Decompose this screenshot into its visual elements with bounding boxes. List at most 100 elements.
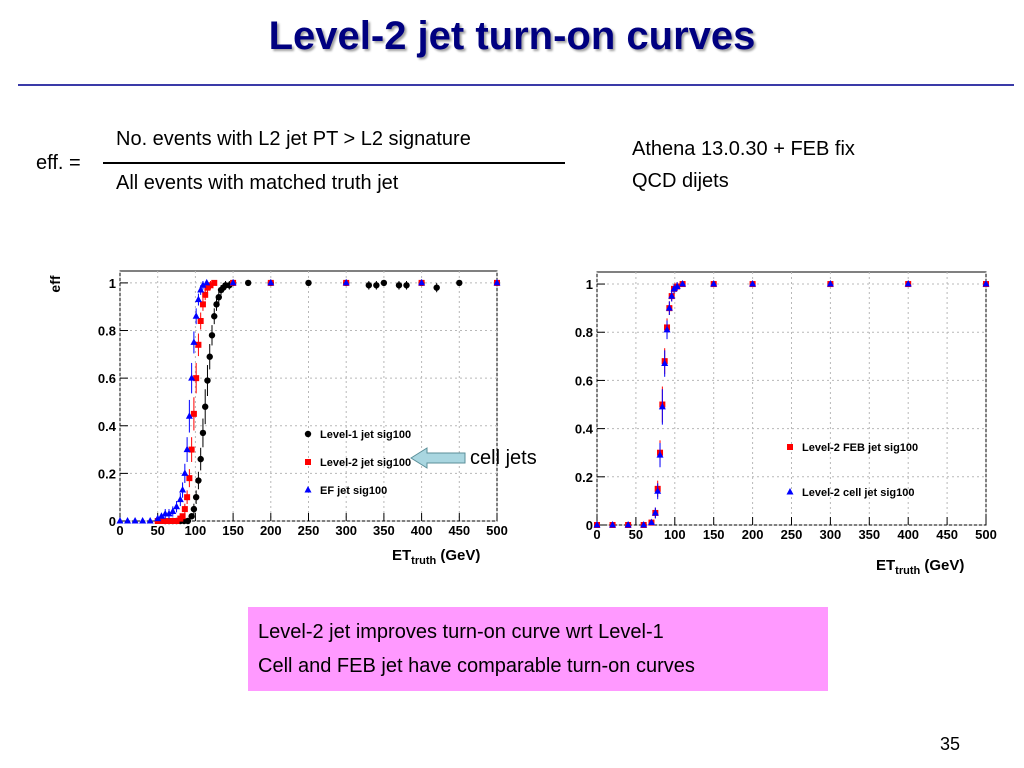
x-axis-label: ETtruth (GeV) bbox=[876, 557, 964, 577]
formula-numerator: No. events with L2 jet PT > L2 signature bbox=[116, 128, 471, 150]
data-point bbox=[179, 513, 186, 520]
legend-label: Level-2 jet sig100 bbox=[320, 457, 411, 469]
data-point bbox=[179, 486, 187, 493]
data-point bbox=[244, 279, 252, 287]
y-tick-label: 1 bbox=[586, 277, 593, 292]
data-point bbox=[640, 521, 648, 528]
data-point bbox=[213, 301, 220, 308]
data-point bbox=[197, 318, 204, 324]
y-tick-label: 0.6 bbox=[98, 371, 116, 386]
data-point bbox=[202, 403, 209, 410]
data-point bbox=[202, 291, 209, 298]
data-point bbox=[162, 518, 169, 524]
chart-1: 0 50 100 150 200 250 300 350 400 450 500 0 0.2 0.4 0.6… bbox=[47, 270, 508, 567]
legend-label: EF jet sig100 bbox=[320, 485, 387, 497]
x-tick-label: 0 bbox=[116, 523, 123, 538]
data-point bbox=[373, 282, 380, 289]
y-tick-label: 0.4 bbox=[575, 422, 594, 437]
y-tick-label: 0.8 bbox=[575, 325, 593, 340]
data-point bbox=[184, 494, 191, 501]
y-tick-label: 0.8 bbox=[98, 324, 116, 339]
legend-marker bbox=[786, 488, 794, 495]
data-point bbox=[139, 517, 147, 524]
data-point bbox=[593, 521, 601, 528]
data-point bbox=[982, 280, 990, 287]
data-point bbox=[204, 284, 211, 291]
legend-marker bbox=[305, 459, 311, 465]
data-point bbox=[433, 284, 440, 291]
y-tick-label: 0 bbox=[109, 514, 116, 529]
y-tick-label: 0 bbox=[586, 518, 593, 533]
data-point bbox=[190, 505, 198, 513]
data-point bbox=[188, 513, 195, 520]
data-point bbox=[131, 517, 139, 524]
y-axis-label: eff bbox=[47, 275, 63, 292]
data-point bbox=[670, 284, 678, 292]
data-point bbox=[651, 508, 659, 516]
data-point bbox=[267, 278, 275, 286]
data-point bbox=[826, 280, 834, 287]
data-point bbox=[195, 477, 202, 484]
x-tick-label: 500 bbox=[975, 527, 997, 542]
x-tick-label: 100 bbox=[185, 523, 207, 538]
data-point bbox=[194, 295, 202, 303]
sample-release: Athena 13.0.30 + FEB fix bbox=[632, 138, 855, 160]
data-point bbox=[181, 506, 188, 513]
formula-denominator: All events with matched truth jet bbox=[116, 172, 399, 194]
data-point bbox=[624, 521, 632, 528]
slide-title: Level-2 jet turn-on curves bbox=[268, 14, 756, 58]
x-tick-label: 400 bbox=[411, 523, 433, 538]
x-tick-label: 150 bbox=[703, 527, 725, 542]
data-point bbox=[207, 282, 214, 289]
data-point bbox=[904, 280, 912, 287]
data-point bbox=[206, 353, 213, 360]
data-point bbox=[661, 359, 669, 367]
data-point bbox=[165, 509, 173, 517]
callout-arrow bbox=[410, 447, 466, 469]
data-point bbox=[176, 495, 184, 503]
data-point bbox=[673, 282, 681, 289]
data-point bbox=[158, 518, 165, 524]
data-point bbox=[749, 280, 757, 287]
cell-jets-callout: cell jets bbox=[470, 447, 537, 469]
page-number: 35 bbox=[940, 734, 961, 754]
data-point bbox=[181, 469, 189, 476]
data-point bbox=[166, 518, 173, 524]
summary-line-1: Level-2 jet improves turn-on curve wrt L… bbox=[258, 621, 664, 643]
data-point bbox=[365, 282, 373, 289]
x-tick-label: 150 bbox=[222, 523, 244, 538]
y-tick-label: 1 bbox=[109, 276, 116, 291]
y-tick-label: 0.4 bbox=[98, 419, 117, 434]
data-point bbox=[185, 412, 193, 419]
data-point bbox=[157, 512, 165, 519]
x-tick-label: 350 bbox=[373, 523, 395, 538]
summary-box: Level-2 jet improves turn-on curve wrt L… bbox=[248, 607, 828, 691]
data-point bbox=[211, 279, 218, 286]
data-point bbox=[169, 507, 177, 514]
data-point bbox=[188, 374, 196, 381]
data-point bbox=[183, 445, 191, 453]
x-tick-label: 200 bbox=[742, 527, 764, 542]
data-point bbox=[192, 493, 200, 501]
data-point bbox=[211, 313, 218, 320]
y-tick-label: 0.6 bbox=[575, 373, 593, 388]
x-tick-label: 300 bbox=[335, 523, 357, 538]
data-point bbox=[663, 325, 671, 333]
data-point bbox=[710, 280, 718, 287]
data-point bbox=[186, 475, 193, 482]
data-point bbox=[380, 279, 388, 287]
legend-label: Level-2 cell jet sig100 bbox=[802, 487, 915, 499]
x-tick-label: 50 bbox=[629, 527, 643, 542]
x-axis-label: ETtruth (GeV) bbox=[392, 547, 480, 567]
data-point bbox=[184, 517, 192, 525]
data-point bbox=[188, 446, 195, 453]
formula-lhs: eff. = bbox=[36, 152, 81, 174]
summary-line-2: Cell and FEB jet have comparable turn-on… bbox=[258, 655, 695, 677]
data-point bbox=[668, 292, 676, 299]
data-point bbox=[654, 487, 662, 494]
x-tick-label: 250 bbox=[781, 527, 803, 542]
x-tick-label: 450 bbox=[936, 527, 958, 542]
data-point bbox=[199, 429, 207, 437]
x-tick-label: 300 bbox=[820, 527, 842, 542]
